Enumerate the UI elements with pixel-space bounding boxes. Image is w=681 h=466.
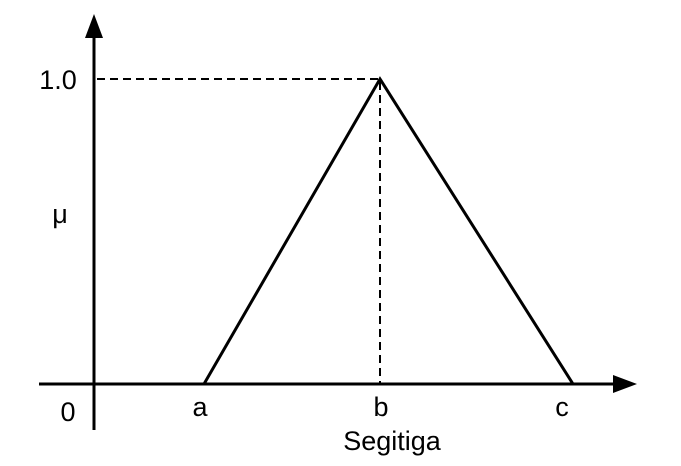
origin-label: 0	[60, 397, 75, 427]
x-axis-arrowhead	[613, 375, 637, 393]
x-tick-label-a: a	[192, 392, 208, 422]
x-tick-label-c: c	[555, 392, 569, 422]
y-axis-symbol: μ	[52, 199, 68, 229]
x-axis-caption: Segitiga	[343, 426, 442, 456]
y-axis-arrowhead	[85, 14, 103, 38]
triangle-membership-function	[202, 76, 575, 385]
y-tick-label-top: 1.0	[39, 65, 77, 95]
x-tick-label-b: b	[373, 392, 388, 422]
